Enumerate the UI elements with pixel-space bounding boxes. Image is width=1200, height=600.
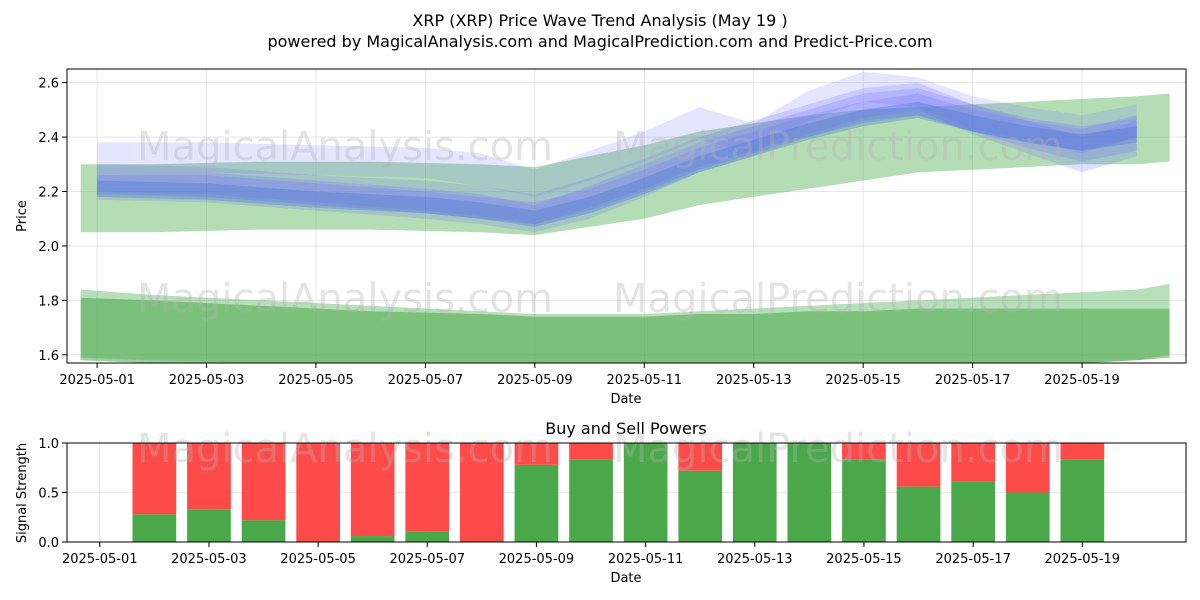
price-x-tick-label: 2025-05-01 <box>59 373 135 388</box>
price-y-tick-label: 1.8 <box>38 294 59 309</box>
price-x-tick-label: 2025-05-13 <box>716 373 792 388</box>
band-dark-green-band <box>80 297 1170 363</box>
buy-bar <box>132 514 177 542</box>
watermark-analysis: MagicalAnalysis.com <box>137 276 553 322</box>
sell-bar <box>350 443 395 537</box>
price-x-tick-label: 2025-05-19 <box>1044 373 1120 388</box>
price-x-tick-label: 2025-05-15 <box>825 373 901 388</box>
chart-subtitle: powered by MagicalAnalysis.com and Magic… <box>267 32 932 51</box>
buy-bar <box>241 520 286 542</box>
signal-x-tick-label: 2025-05-17 <box>935 552 1011 567</box>
sell-bar <box>678 443 723 471</box>
signal-y-tick-label: 0.0 <box>38 536 59 551</box>
buy-bar <box>350 536 395 542</box>
band-wave-5 <box>97 101 1137 227</box>
sell-bar <box>896 443 941 487</box>
price-y-tick-label: 2.0 <box>38 240 59 255</box>
watermark-prediction: MagicalPrediction.com <box>613 124 1063 170</box>
sell-bar <box>569 443 613 460</box>
signal-title: Buy and Sell Powers <box>545 419 707 438</box>
buy-bar <box>514 464 559 542</box>
price-y-axis-label: Price <box>15 200 30 232</box>
price-y-tick-label: 2.2 <box>38 186 59 201</box>
signal-x-tick-label: 2025-05-15 <box>826 552 902 567</box>
sell-bar <box>187 443 231 510</box>
price-x-tick-label: 2025-05-09 <box>497 373 573 388</box>
price-x-tick-label: 2025-05-11 <box>607 373 683 388</box>
sell-bar <box>1005 443 1050 493</box>
sell-bar <box>132 443 177 515</box>
chart-title: XRP (XRP) Price Wave Trend Analysis (May… <box>412 11 787 30</box>
price-watermarks: MagicalAnalysis.com MagicalPrediction.co… <box>137 124 1063 322</box>
buy-bar <box>842 459 886 542</box>
price-x-tick-label: 2025-05-05 <box>278 373 354 388</box>
watermark-prediction: MagicalPrediction.com <box>613 426 1063 472</box>
signal-x-tick-label: 2025-05-11 <box>608 552 684 567</box>
signal-x-tick-label: 2025-05-05 <box>280 552 356 567</box>
band-wave-2 <box>97 71 1137 197</box>
signal-x-tick-label: 2025-05-19 <box>1045 552 1121 567</box>
signal-panel: Buy and Sell Powers MagicalAnalysis.com … <box>15 419 1187 586</box>
signal-x-tick-label: 2025-05-13 <box>717 552 793 567</box>
sell-bar <box>514 443 559 465</box>
buy-bar <box>187 509 231 542</box>
band-upper-green-band <box>80 93 1170 236</box>
watermark-analysis: MagicalAnalysis.com <box>137 124 553 170</box>
sell-bar <box>241 443 286 521</box>
signal-y-axis-label: Signal Strength <box>15 443 30 543</box>
sell-bar <box>951 443 995 482</box>
price-x-tick-label: 2025-05-07 <box>388 373 464 388</box>
buy-bar <box>951 481 995 542</box>
buy-bar <box>896 486 941 542</box>
band-wave-1 <box>97 88 1137 233</box>
signal-y-tick-label: 1.0 <box>38 437 59 452</box>
watermark-prediction: MagicalPrediction.com <box>613 276 1063 322</box>
buy-bar <box>732 443 777 542</box>
buy-bar <box>787 443 832 542</box>
signal-y-tick-label: 0.5 <box>38 487 59 502</box>
band-wave-4 <box>97 93 1137 225</box>
band-wave-3 <box>97 82 1137 225</box>
signal-x-tick-label: 2025-05-03 <box>171 552 247 567</box>
sell-bar <box>460 443 504 542</box>
buy-bar <box>405 531 450 542</box>
price-x-tick-label: 2025-05-03 <box>169 373 245 388</box>
buy-bar <box>1060 459 1105 542</box>
price-x-axis-label: Date <box>610 392 641 407</box>
buy-bar <box>623 443 668 542</box>
buy-bar <box>569 459 613 542</box>
signal-watermarks: MagicalAnalysis.com MagicalPrediction.co… <box>137 426 1063 472</box>
price-y-tick-label: 2.4 <box>38 131 59 146</box>
signal-bars <box>132 443 1105 542</box>
price-x-tick-label: 2025-05-17 <box>935 373 1011 388</box>
sell-bar <box>1060 443 1105 460</box>
price-plot-frame <box>66 68 1187 364</box>
buy-bar <box>1005 492 1050 542</box>
price-bands <box>80 71 1170 363</box>
price-panel: MagicalAnalysis.com MagicalPrediction.co… <box>15 68 1187 407</box>
price-axis-ticks: 2025-05-01 2025-05-03 2025-05-05 2025-05-07… <box>38 77 1120 388</box>
watermark-analysis: MagicalAnalysis.com <box>137 426 553 472</box>
sell-bar <box>842 443 886 460</box>
signal-x-tick-label: 2025-05-07 <box>389 552 465 567</box>
signal-axis-ticks: 2025-05-01 2025-05-03 2025-05-05 2025-05-07… <box>38 437 1120 567</box>
price-y-tick-label: 2.6 <box>38 77 59 92</box>
signal-x-tick-label: 2025-05-01 <box>62 552 138 567</box>
price-y-tick-label: 1.6 <box>38 349 59 364</box>
signal-x-tick-label: 2025-05-09 <box>499 552 575 567</box>
buy-bar <box>678 470 723 542</box>
sell-bar <box>296 443 340 542</box>
signal-x-axis-label: Date <box>610 571 641 586</box>
sell-bar <box>405 443 450 532</box>
